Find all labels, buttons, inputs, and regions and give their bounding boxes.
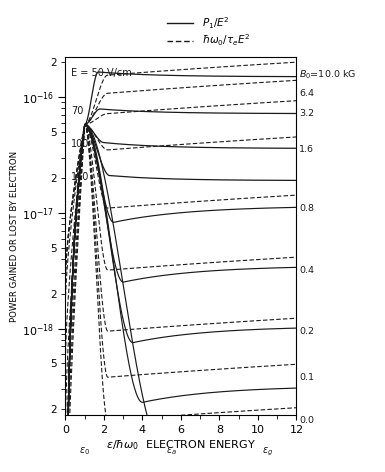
Text: 0.4: 0.4 xyxy=(300,266,314,275)
X-axis label: $\varepsilon / \hbar\omega_0$  ELECTRON ENERGY: $\varepsilon / \hbar\omega_0$ ELECTRON E… xyxy=(106,438,256,452)
Legend: $P_1 / E^2$, $\hbar\omega_0 / \tau_e E^2$: $P_1 / E^2$, $\hbar\omega_0 / \tau_e E^2… xyxy=(167,15,250,49)
Text: $\varepsilon_a$: $\varepsilon_a$ xyxy=(166,446,177,457)
Text: $B_0$=10.0 kG: $B_0$=10.0 kG xyxy=(300,69,357,81)
Text: 140: 140 xyxy=(71,172,89,182)
Text: 0.1: 0.1 xyxy=(300,373,314,382)
Text: 3.2: 3.2 xyxy=(300,109,315,118)
Text: 6.4: 6.4 xyxy=(300,89,314,98)
Text: $\varepsilon_0$: $\varepsilon_0$ xyxy=(79,446,90,457)
Text: 0.2: 0.2 xyxy=(300,327,314,336)
Text: 0.8: 0.8 xyxy=(300,203,314,212)
Text: 70: 70 xyxy=(71,106,83,116)
Text: 0.0: 0.0 xyxy=(300,416,314,425)
Text: E = 50 V/cm: E = 50 V/cm xyxy=(71,68,132,78)
Y-axis label: POWER GAINED OR LOST BY ELECTRON: POWER GAINED OR LOST BY ELECTRON xyxy=(10,151,19,321)
Text: 1.6: 1.6 xyxy=(300,145,314,154)
Text: 100: 100 xyxy=(71,139,89,150)
Text: $\varepsilon_g$: $\varepsilon_g$ xyxy=(262,446,273,458)
